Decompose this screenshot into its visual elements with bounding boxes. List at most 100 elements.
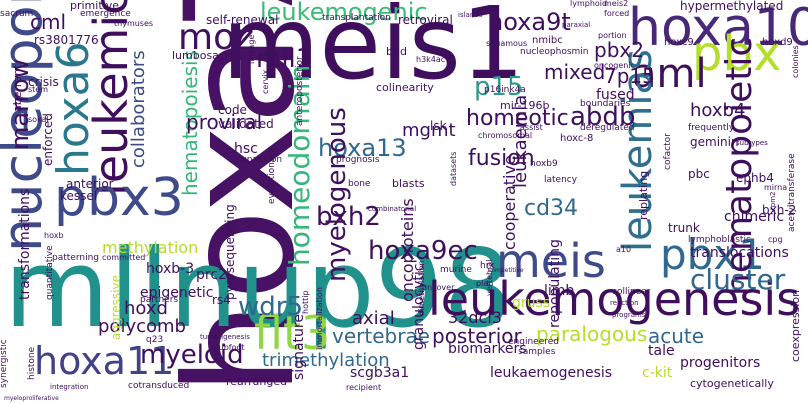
word-integration: integration bbox=[50, 383, 89, 391]
word-myeloid: myeloid bbox=[140, 340, 244, 370]
word-chromosomal: chromosomal bbox=[478, 131, 533, 140]
word-synergistic: synergistic bbox=[0, 339, 9, 388]
word-acetyltransferase: acetyltransferase bbox=[787, 153, 797, 232]
word-bone: bone bbox=[348, 179, 371, 189]
word-axial: axial bbox=[352, 308, 395, 329]
word-bxh2: bxh2 bbox=[316, 202, 381, 232]
word-portion: portion bbox=[598, 31, 627, 40]
word-homeotic: homeotic bbox=[466, 106, 569, 131]
word-thymuses: thymuses bbox=[114, 19, 154, 28]
word-subtypes: subtypes bbox=[736, 139, 768, 147]
word-leukemogenic: leukemogenic bbox=[260, 0, 428, 26]
word-committed: committed bbox=[102, 253, 146, 262]
word-emergence: emergence bbox=[80, 9, 131, 19]
word-evolutionary: evolutionary bbox=[267, 147, 277, 204]
word-nmibc: nmibc bbox=[532, 35, 563, 46]
word-lumbosacral: lumbosacral bbox=[172, 49, 240, 62]
word-acute: acute bbox=[648, 324, 705, 348]
word-32dcl3: 32dcl3 bbox=[448, 308, 502, 327]
word-hoxd: hoxd bbox=[124, 298, 168, 319]
word-cluster: cluster bbox=[690, 263, 786, 296]
word-competitive: competitive bbox=[488, 267, 524, 274]
word-cd34: cd34 bbox=[524, 196, 579, 221]
word-hrx: hrx bbox=[480, 261, 495, 271]
word-mll1: mll1 bbox=[256, 44, 313, 74]
word-a10: a10 bbox=[616, 245, 632, 254]
word-uncover: uncover bbox=[422, 283, 455, 292]
word-gruss: gruss bbox=[512, 295, 551, 311]
word-limb: limb bbox=[544, 283, 575, 299]
word-prc2: prc2 bbox=[196, 267, 227, 283]
word-rs3801776: rs3801776 bbox=[34, 33, 99, 47]
word-islands: islands bbox=[458, 11, 483, 19]
word-trunk: trunk bbox=[668, 221, 700, 235]
word-mixed: mixed bbox=[544, 60, 606, 84]
word-pbx1: pbx1 bbox=[660, 230, 765, 279]
word-tpm2: tpm2 bbox=[769, 191, 777, 210]
word-primitive: primitive bbox=[70, 0, 119, 12]
word-cotransduced: cotransduced bbox=[128, 381, 190, 391]
word-collaborators: collaborators bbox=[128, 50, 149, 168]
word-hoxb3: hoxb-3 bbox=[146, 261, 195, 277]
word-clubfoot: clubfoot bbox=[212, 343, 245, 352]
word-sacrum: sacrum bbox=[0, 9, 34, 19]
word-tumorigenesis: tumorigenesis bbox=[200, 333, 250, 341]
word-anterior: anterior bbox=[66, 177, 114, 191]
word-validated: validated bbox=[218, 117, 274, 131]
word-murine: murine bbox=[440, 265, 472, 275]
word-coexpression: coexpression bbox=[789, 289, 802, 362]
word-hoxa11: hoxa11 bbox=[34, 339, 175, 383]
word-sokal: sokal bbox=[28, 115, 49, 124]
word-cofactor: cofactor bbox=[663, 133, 673, 170]
word-engineered: engineered bbox=[508, 337, 559, 347]
word-selfrenewal: self-renewal bbox=[206, 13, 279, 27]
word-hoxb9: hoxb9 bbox=[530, 159, 558, 169]
word-pbc: pbc bbox=[688, 167, 710, 181]
word-stem: stem bbox=[28, 85, 49, 94]
word-combinatorial: combinatorial bbox=[368, 205, 417, 213]
word-myeloproliferative: myeloproliferative bbox=[4, 395, 59, 402]
word-hoxa13: hoxa13 bbox=[318, 134, 407, 162]
word-h3k4ac: h3k4ac bbox=[416, 55, 446, 64]
word-leukaemogenesis: leukaemogenesis bbox=[490, 365, 613, 381]
word-lymphoblastic: lymphoblastic bbox=[688, 235, 751, 245]
word-samples: samples bbox=[518, 347, 556, 357]
word-datasets: datasets bbox=[449, 151, 458, 186]
word-posterior: posterior bbox=[432, 324, 522, 348]
word-boundaries: boundaries bbox=[580, 99, 631, 109]
word-cml: cml bbox=[30, 10, 67, 34]
word-hoxa9ec: hoxa9ec bbox=[368, 236, 478, 266]
word-paralogous: paralogous bbox=[536, 322, 648, 346]
word-aggressive: aggressive bbox=[109, 275, 123, 340]
word-pbx3: pbx3 bbox=[54, 168, 184, 228]
word-oncogenic: oncogenic bbox=[594, 61, 635, 70]
word-plan: plan bbox=[476, 279, 494, 288]
word-kessel: kessel bbox=[60, 189, 98, 203]
word-p15: p15 bbox=[474, 72, 524, 102]
word-paraxial: paraxial bbox=[562, 21, 591, 29]
word-colonies: colonies bbox=[791, 45, 800, 78]
word-dimethylation: dimethylation bbox=[417, 260, 426, 316]
word-hoxb: hoxb bbox=[44, 231, 64, 240]
word-expansion: expansion bbox=[236, 155, 283, 165]
word-aberrant: aberrant bbox=[11, 64, 24, 112]
word-wdr5: wdr5 bbox=[238, 292, 303, 322]
word-partners: partners bbox=[140, 295, 179, 305]
word-reaction: reaction bbox=[610, 299, 639, 307]
word-hsc: hsc bbox=[234, 141, 258, 157]
word-deregulated: deregulated bbox=[580, 123, 635, 133]
word-hoxa10: hoxa10 bbox=[628, 0, 808, 58]
word-blasts: blasts bbox=[392, 177, 425, 190]
word-hottip: hottip bbox=[301, 290, 310, 314]
word-trimethylation: trimethylation bbox=[262, 350, 390, 371]
word-nucleophosmin: nucleophosmin bbox=[520, 47, 589, 57]
word-abdb: abdb bbox=[570, 102, 636, 132]
word-colinearity: colinearity bbox=[376, 81, 434, 94]
word-moz: moz bbox=[178, 17, 254, 58]
word-latency: latency bbox=[544, 175, 578, 185]
word-forced: forced bbox=[604, 9, 630, 18]
word-assist: assist bbox=[520, 123, 543, 132]
word-bxh2b: bxh-2 bbox=[762, 203, 797, 217]
word-translocations: translocations bbox=[690, 245, 789, 261]
